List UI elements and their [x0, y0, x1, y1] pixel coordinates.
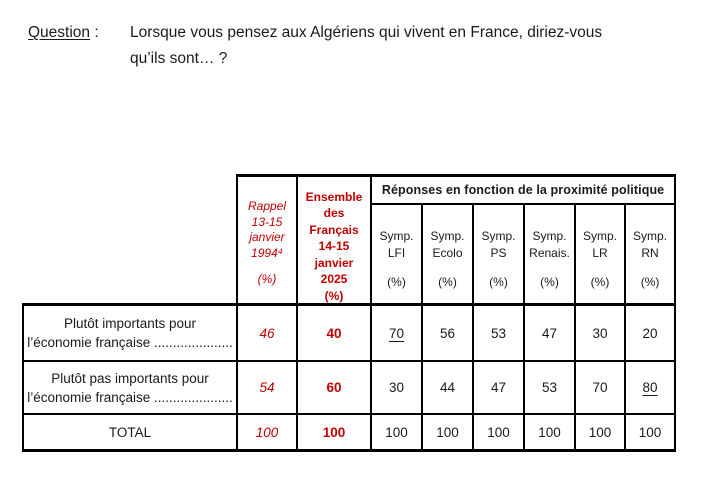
value-symp-rn: 20: [623, 303, 677, 362]
total-symp-rn: 100: [623, 413, 677, 452]
total-symp-renais: 100: [523, 413, 576, 452]
empty-corner-cell: [23, 176, 237, 305]
value-symp-rn: 80: [623, 360, 677, 415]
question-text: Lorsque vous pensez aux Algériens qui vi…: [130, 24, 603, 67]
symp-renais-title: Symp. Renais.: [529, 229, 570, 260]
ensemble-unit: (%): [324, 288, 344, 303]
symp-renais-unit: (%): [540, 274, 559, 289]
value-symp-renais: 53: [523, 360, 576, 415]
total-symp-lr: 100: [574, 413, 626, 452]
question-colon: :: [90, 24, 99, 41]
value-symp-lr: 70: [574, 360, 626, 415]
symp-ps-unit: (%): [489, 274, 508, 289]
column-header-symp-lr: Symp. LR (%): [574, 203, 626, 306]
rappel-title: Rappel 13-15 janvier 1994⁴: [247, 199, 287, 260]
poll-results-table: Rappel 13-15 janvier 1994⁴ (%) Ensemble …: [22, 174, 677, 452]
column-header-symp-ecolo: Symp. Ecolo (%): [421, 203, 474, 306]
value-rappel: 46: [236, 303, 298, 362]
column-header-symp-lfi: Symp. LFI (%): [370, 203, 423, 306]
total-ensemble: 100: [296, 413, 372, 452]
row-label: Plutôt importants pour l’économie frança…: [22, 303, 238, 362]
table-row-importants: Plutôt importants pour l’économie frança…: [22, 303, 677, 362]
value-text: 47: [541, 325, 558, 341]
symp-rn-unit: (%): [640, 274, 660, 289]
symp-lr-unit: (%): [590, 274, 610, 289]
value-text: 30: [592, 325, 608, 341]
value-symp-renais: 47: [523, 303, 576, 362]
value-rappel: 54: [236, 360, 298, 415]
table-row-total: TOTAL 100 100 100 100 100 100 100 100: [22, 413, 677, 452]
group-header-proximite-politique: Réponses en fonction de la proximité pol…: [369, 174, 677, 205]
column-header-rappel-1994: Rappel 13-15 janvier 1994⁴ (%): [236, 174, 298, 306]
total-symp-lfi: 100: [370, 413, 423, 452]
symp-ecolo-title: Symp. Ecolo: [430, 229, 465, 260]
column-header-symp-ps: Symp. PS (%): [472, 203, 525, 306]
ensemble-title: Ensemble des Français 14-15 janvier 2025: [305, 189, 363, 287]
value-ensemble: 40: [296, 303, 372, 362]
value-text: 70: [388, 325, 405, 341]
value-symp-ps: 53: [472, 303, 525, 362]
value-symp-ecolo: 44: [421, 360, 474, 415]
value-text: 56: [439, 325, 456, 341]
symp-ps-title: Symp. PS: [481, 229, 516, 260]
total-symp-ecolo: 100: [421, 413, 474, 452]
symp-lfi-unit: (%): [387, 274, 406, 289]
value-text: 30: [388, 380, 405, 395]
symp-lfi-title: Symp. LFI: [379, 229, 414, 260]
column-header-symp-renais: Symp. Renais. (%): [523, 203, 576, 306]
symp-rn-title: Symp. RN: [633, 229, 668, 260]
value-text: 44: [439, 380, 456, 395]
value-symp-lfi: 70: [370, 303, 423, 362]
symp-lr-title: Symp. LR: [582, 229, 617, 260]
value-text: 70: [592, 380, 608, 395]
header-row-symp: Symp. LFI (%) Symp. Ecolo (%) Symp. PS (…: [23, 203, 677, 306]
value-ensemble: 60: [296, 360, 372, 415]
value-text: 53: [541, 380, 558, 395]
value-text: 20: [642, 325, 658, 341]
value-text: 53: [490, 325, 507, 341]
total-label: TOTAL: [22, 413, 238, 452]
table-row-pas-importants: Plutôt pas importants pour l’économie fr…: [22, 360, 677, 415]
value-symp-lr: 30: [574, 303, 626, 362]
value-text: 80: [642, 380, 658, 395]
header-row-top: Rappel 13-15 janvier 1994⁴ (%) Ensemble …: [23, 174, 677, 306]
question-word: Question: [28, 24, 91, 41]
question-block: Question : Lorsque vous pensez aux Algér…: [28, 20, 602, 72]
question-label: Question :: [28, 20, 130, 46]
total-symp-ps: 100: [472, 413, 525, 452]
column-header-symp-rn: Symp. RN (%): [623, 203, 677, 306]
value-symp-lfi: 30: [370, 360, 423, 415]
value-symp-ecolo: 56: [421, 303, 474, 362]
value-symp-ps: 47: [472, 360, 525, 415]
row-label: Plutôt pas importants pour l’économie fr…: [22, 360, 238, 415]
total-rappel: 100: [236, 413, 298, 452]
symp-ecolo-unit: (%): [438, 274, 457, 289]
rappel-unit: (%): [257, 272, 277, 286]
value-text: 47: [490, 380, 507, 395]
column-header-ensemble-2025: Ensemble des Français 14-15 janvier 2025…: [296, 174, 372, 306]
